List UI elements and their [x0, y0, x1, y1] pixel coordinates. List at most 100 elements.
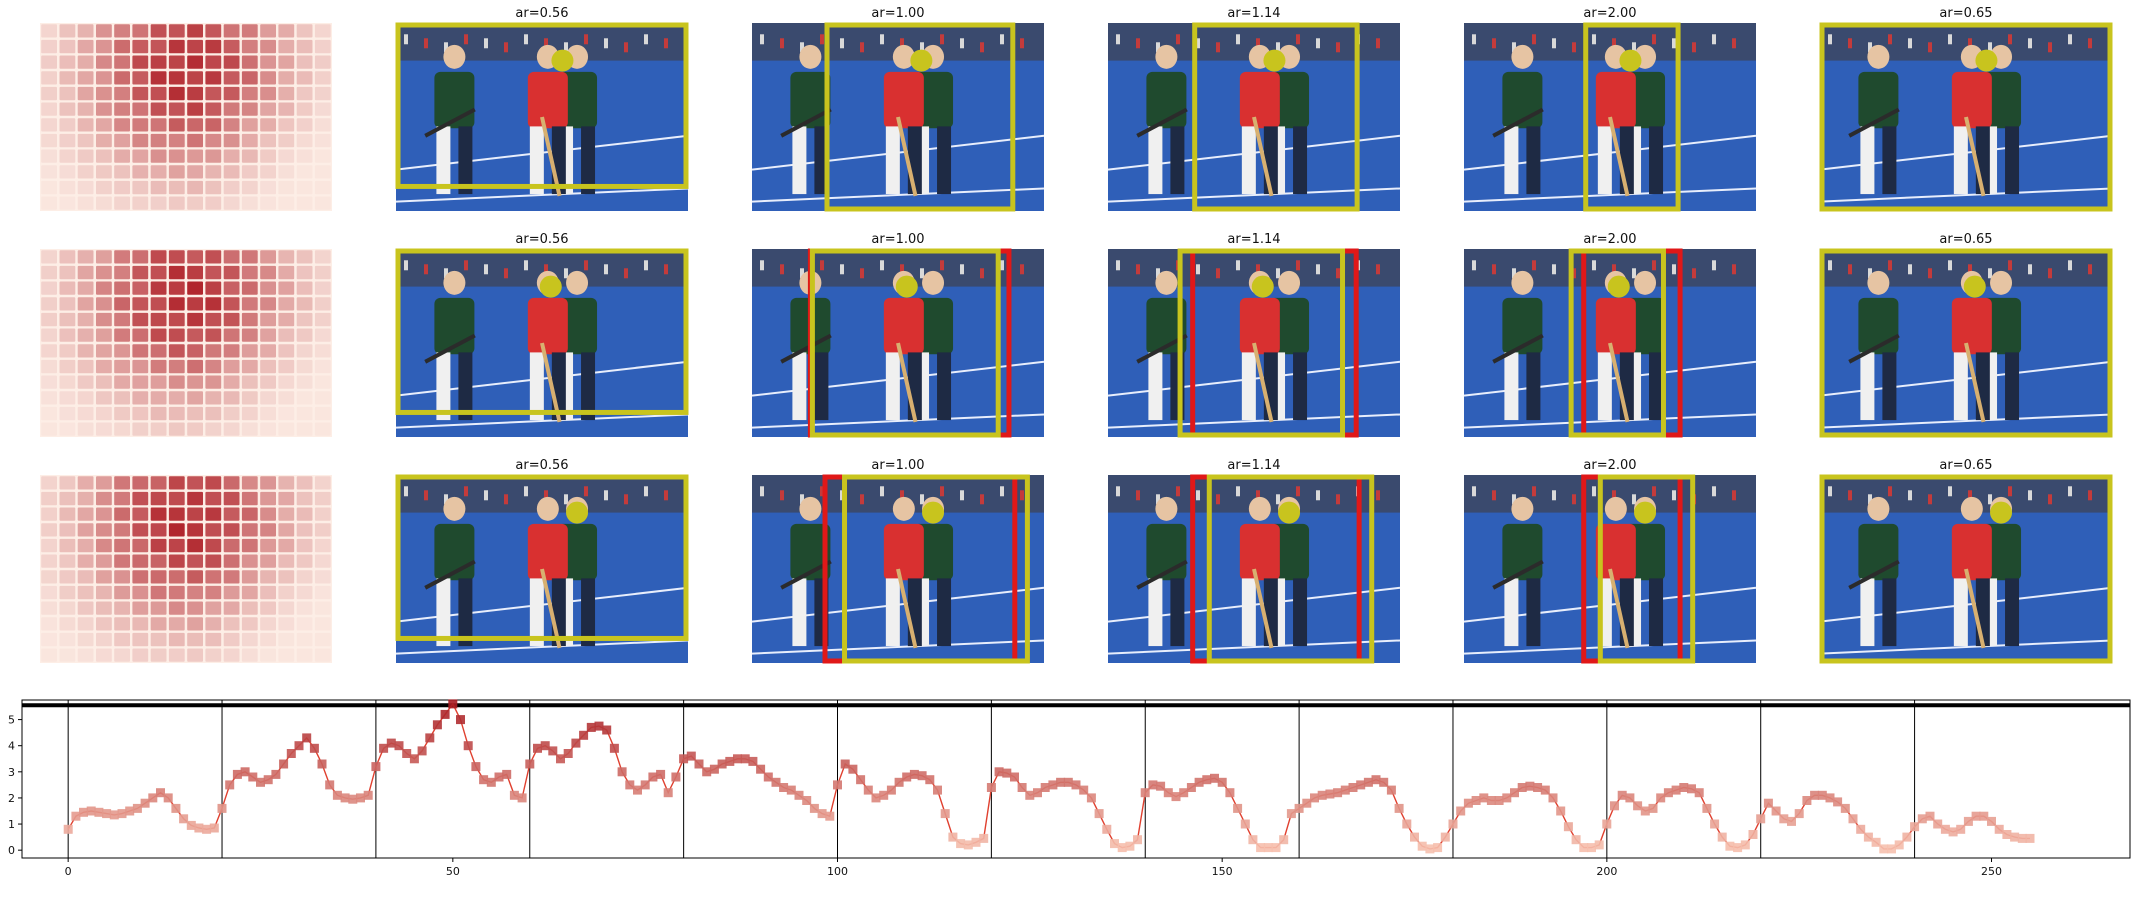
crop-panel: ar=0.65 [1819, 6, 2113, 212]
heatmap-cell [187, 585, 203, 600]
score-point [1810, 790, 1820, 800]
score-point [440, 709, 450, 719]
heatmap-cell [132, 648, 149, 662]
heatmap-cell [223, 507, 240, 521]
score-point [186, 820, 196, 830]
heatmap-cell [187, 39, 203, 54]
score-point [1056, 777, 1066, 787]
crop-box [395, 248, 689, 415]
heatmap-cell [187, 265, 203, 280]
heatmap-cell [241, 180, 258, 195]
heatmap-cell [260, 585, 276, 600]
heatmap-cell [96, 55, 112, 69]
score-point [1071, 780, 1081, 790]
heatmap-cell [241, 617, 258, 631]
heatmap-cell [205, 149, 222, 163]
heatmap-cell [132, 375, 149, 389]
heatmap-cell [168, 570, 185, 584]
score-point [971, 837, 981, 847]
heatmap-cell [150, 391, 167, 405]
heatmap-cell [223, 554, 240, 568]
heatmap-cell [187, 71, 203, 85]
score-point [1625, 793, 1635, 803]
score-point [1171, 792, 1181, 802]
score-point [1963, 816, 1973, 826]
heatmap-cell [77, 297, 94, 311]
heatmap-cell [187, 149, 203, 163]
heatmap-cell [77, 55, 94, 69]
focus-point-marker [1251, 275, 1274, 298]
heatmap-cell [205, 601, 222, 615]
heatmap-cell [150, 570, 167, 584]
score-point [425, 733, 435, 743]
heatmap-cell [77, 554, 94, 568]
score-point [817, 809, 827, 819]
score-point [1394, 803, 1404, 813]
score-point [686, 751, 696, 761]
heatmap-cell [77, 375, 94, 389]
score-point [140, 798, 150, 808]
heatmap-cell [150, 297, 167, 311]
heatmap-cell [77, 344, 94, 358]
score-point [1825, 793, 1835, 803]
crop-box [842, 474, 1030, 664]
heatmap-cell [314, 265, 331, 280]
score-point [1479, 793, 1489, 803]
heatmap-cell [223, 406, 240, 421]
heatmap-cell [150, 86, 167, 101]
heatmap-cell [59, 422, 76, 436]
heatmap-cell [168, 250, 185, 264]
hockey-photo [1819, 475, 2113, 663]
heatmap-cell [314, 328, 331, 342]
heatmap-cell [168, 601, 185, 615]
heatmap-cell [278, 250, 295, 264]
heatmap-cell [278, 570, 295, 584]
heatmap-cell [187, 165, 203, 179]
heatmap-cell [314, 344, 331, 358]
heatmap-cell [241, 196, 258, 210]
heatmap-cell [77, 422, 94, 436]
heatmap-cell [296, 55, 313, 69]
heatmap-cell [150, 71, 167, 85]
score-point [1933, 819, 1943, 829]
heatmap-cell [296, 281, 313, 295]
heatmap-cell [96, 601, 112, 615]
heatmap-cell [41, 71, 57, 85]
score-point [994, 767, 1004, 777]
heatmap-cell [205, 523, 222, 537]
heatmap-cell [314, 359, 331, 374]
score-point [409, 754, 419, 764]
panel-title: ar=0.65 [1939, 6, 1992, 21]
heatmap-cell [59, 507, 76, 521]
heatmap-cell [114, 476, 130, 490]
heatmap-cell [187, 491, 203, 506]
heatmap-cell [296, 491, 313, 506]
heatmap-cell [278, 24, 295, 38]
score-point [1102, 824, 1112, 834]
heatmap-cell [132, 344, 149, 358]
heatmap-cell [205, 328, 222, 342]
focus-point-marker [910, 49, 933, 72]
panel-title: ar=1.14 [1227, 232, 1280, 247]
heatmap-cell [241, 250, 258, 264]
score-point [940, 809, 950, 819]
heatmap-cell [132, 476, 149, 490]
heatmap-cell [150, 133, 167, 148]
heatmap-cell [187, 632, 203, 647]
score-point [2002, 830, 2012, 839]
focus-point-marker [1619, 49, 1642, 72]
score-point [540, 741, 550, 751]
crop-panel: ar=1.14 [1107, 6, 1401, 212]
heatmap-cell [241, 118, 258, 132]
heatmap-cell [187, 422, 203, 436]
crop-box [1568, 248, 1666, 438]
heatmap-cell [314, 523, 331, 537]
score-point [1640, 806, 1650, 816]
score-point [879, 790, 889, 800]
heatmap-cell [205, 71, 222, 85]
heatmap-cell [41, 507, 57, 521]
score-point [694, 759, 704, 769]
heatmap-cell [314, 570, 331, 584]
heatmap-cell [278, 538, 295, 553]
score-point [1317, 790, 1327, 800]
